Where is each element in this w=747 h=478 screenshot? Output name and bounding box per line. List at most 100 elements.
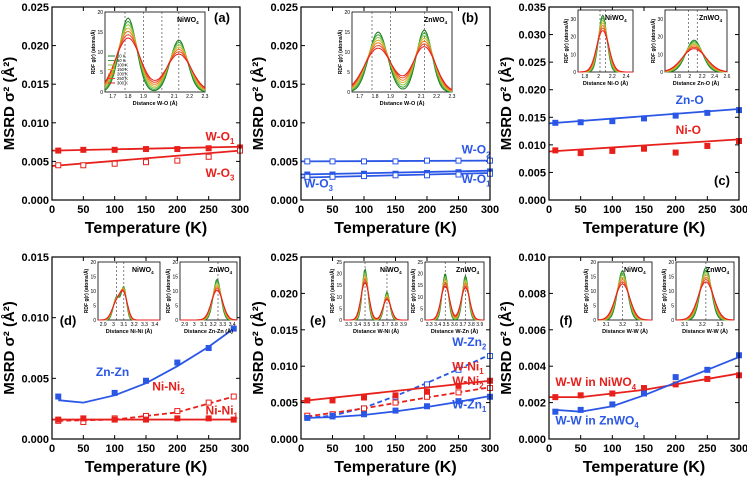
inset-x-tick-label: 3.6 [373, 322, 380, 328]
fit-line [548, 138, 740, 153]
inset-y-tick-label: 10 [668, 289, 674, 295]
data-point [205, 415, 212, 422]
x-axis-label: Temperature (K) [334, 220, 456, 237]
y-tick-label: 0.000 [270, 195, 298, 207]
x-tick-label: 50 [575, 204, 587, 216]
data-point [230, 393, 237, 400]
inset-x-tick-label: 3.5 [443, 322, 450, 328]
panel-c: 0 50 100 150 200 250 3000.0000.0050.0100.0150.… [498, 2, 747, 237]
y-tick-label: 0.025 [270, 252, 298, 264]
data-point [361, 173, 367, 180]
data-point [304, 397, 311, 404]
x-tick-label: 250 [449, 443, 467, 455]
inset-x-tick-label: 3.1 [681, 322, 688, 328]
inset-y-tick-label: 20 [657, 35, 663, 41]
y-tick-label: 0.005 [21, 156, 49, 168]
data-point [424, 381, 430, 388]
inset-y-axis-label: RDF g(r) (atoms/Å) [165, 268, 172, 313]
inset-title: ZnWO4 [209, 267, 233, 275]
x-tick-label: 200 [666, 204, 684, 216]
inset-x-tick-label: 2 [688, 74, 691, 80]
data-point [174, 359, 181, 366]
inset-y-tick-label: 10 [172, 289, 178, 295]
inset-niwo4: 1.7 1.8 1.9 2 2.1 2.2 2.3 0 5 10 15 20 Distance W-O … [90, 10, 209, 107]
y-tick-label: 0.010 [270, 118, 298, 130]
inset-y-tick-label: 25 [336, 260, 342, 266]
inset-x-tick-label: 3.9 [476, 322, 483, 328]
y-tick-label: 0.015 [270, 79, 298, 91]
inset-x-tick-label: 2.9 [100, 322, 107, 328]
inset-y-tick-label: 15 [90, 275, 96, 281]
inset-x-tick-label: 3.8 [391, 322, 398, 328]
panel-f: 0 50 100 150 200 250 3000.0000.0020.0040.0060.… [498, 252, 747, 476]
inset-x-axis-label: Distance W-Zn (Å) [431, 328, 478, 335]
inset-title: NiWO4 [605, 15, 627, 23]
inset-y-tick-label: 25 [417, 260, 423, 266]
inset-y-tick-label: 20 [570, 35, 576, 41]
inset-x-axis-label: Distance Ni-O (Å) [583, 80, 628, 87]
data-point [55, 393, 62, 400]
y-tick-label: 0.010 [518, 140, 546, 152]
inset-y-tick-label: 5 [93, 304, 96, 310]
data-point [552, 119, 559, 126]
panel-d: 0 50 100 150 200 250 3000.0000.0050.0100.015Te… [1, 252, 249, 476]
x-tick-label: 50 [77, 204, 89, 216]
data-point [609, 390, 616, 397]
inset-znwo4: 2.9 3 3.1 3.2 3.3 3.4 0 5 10 15 20 Distance Zn-Zn (… [165, 260, 238, 335]
rdf-curve [344, 282, 408, 321]
x-tick-label: 300 [730, 204, 747, 216]
data-point [205, 399, 212, 406]
inset-x-tick-label: 3.3 [716, 322, 723, 328]
inset-niwo4: 2.9 3 3.1 3.2 3.3 3.4 0 5 10 15 20 Distance Ni-Ni (… [83, 260, 161, 335]
series-w-o3: W-O3 [300, 170, 493, 193]
data-point [455, 389, 462, 396]
axes-frame [300, 6, 491, 201]
x-axis-label: Temperature (K) [334, 459, 456, 476]
y-axis-label: MSRD σ² (Å²) [498, 57, 515, 151]
series-zn-o: Zn-O [548, 93, 742, 126]
inset-y-tick-label: 5 [347, 70, 350, 76]
series-ni-o: Ni-O [548, 123, 742, 157]
inset-x-tick-label: 2.2 [186, 94, 193, 100]
inset-y-axis-label: RDF g(r) (atoms/Å) [661, 268, 668, 313]
inset-frame [597, 261, 653, 321]
data-point [205, 145, 212, 152]
data-point [174, 408, 181, 415]
data-point [392, 407, 399, 414]
series-w-zn1: W-Zn1 [304, 393, 493, 421]
data-point [672, 374, 679, 381]
inset-y-tick-label: 5 [671, 304, 674, 310]
inset-znwo4: 1.7 1.8 1.9 2 2.1 2.2 2.3 0 5 10 15 20 Distance W-O … [337, 10, 456, 107]
y-tick-label: 0.030 [518, 30, 546, 42]
data-point [552, 394, 559, 401]
series-label: Ni-Ni2 [152, 379, 185, 396]
inset-x-tick-label: 2.3 [449, 94, 456, 100]
inset-x-axis-label: Distance W-W (Å) [682, 328, 728, 335]
data-point [424, 403, 430, 410]
inset-x-tick-label: 3.1 [603, 322, 610, 328]
inset-x-tick-label: 1.7 [109, 94, 116, 100]
inset-x-tick-label: 2 [157, 94, 160, 100]
series-w-o2: W-O2 [300, 143, 493, 165]
data-point [424, 393, 430, 400]
data-point [704, 375, 711, 382]
y-axis-label: MSRD σ² (Å²) [250, 57, 267, 151]
data-point [55, 416, 62, 423]
data-point [143, 416, 149, 423]
x-tick-label: 100 [355, 204, 373, 216]
inset-x-tick-label: 3.3 [426, 322, 433, 328]
inset-x-tick-label: 3.2 [619, 322, 626, 328]
x-tick-label: 300 [231, 443, 249, 455]
inset-x-axis-label: Distance Zn-Zn (Å) [184, 328, 233, 335]
data-point [205, 345, 212, 351]
x-tick-label: 250 [698, 443, 716, 455]
inset-legend-label: 300 K [117, 81, 128, 86]
y-tick-label: 0.010 [270, 361, 298, 373]
inset-x-tick-label: 3 [112, 322, 115, 328]
x-tick-label: 200 [418, 204, 436, 216]
inset-x-tick-label: 3.2 [210, 322, 217, 328]
rdf-curve [664, 42, 727, 73]
inset-legend-label: 250 K [117, 76, 128, 81]
y-tick-label: 0.035 [518, 2, 546, 14]
data-point [361, 158, 367, 165]
